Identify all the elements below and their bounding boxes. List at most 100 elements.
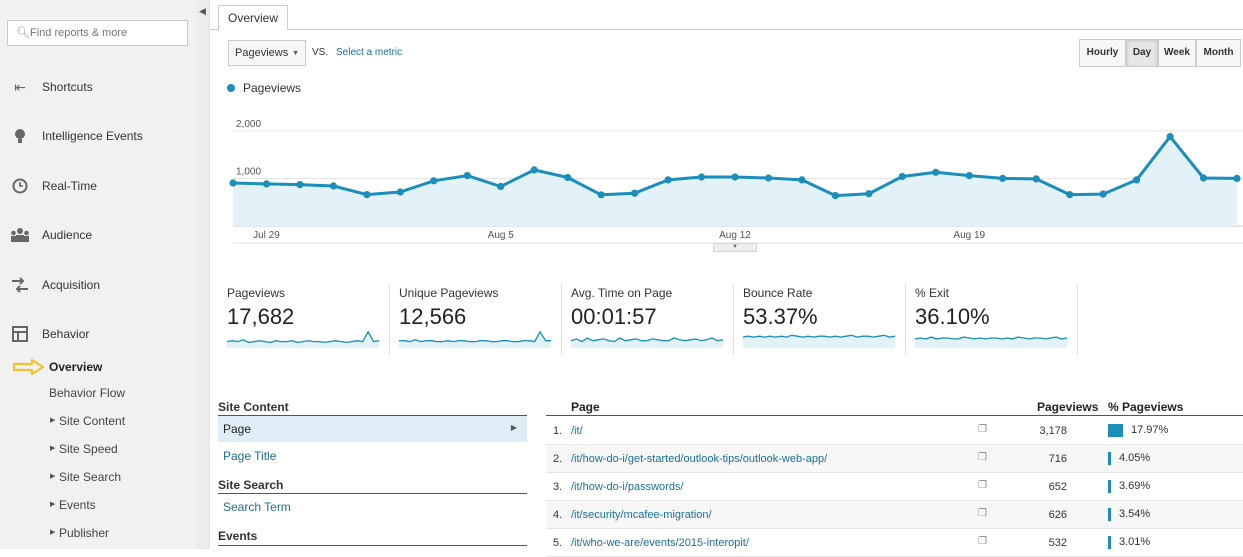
chart-expand-handle[interactable]: ▼ [713,243,757,252]
data-point [597,191,605,199]
scorecard-label: Unique Pageviews [399,286,499,300]
data-point [1166,133,1174,141]
search-box[interactable]: 🔍︎ [7,20,188,46]
dimension-label: Page [223,422,252,436]
expand-triangle-icon: ▶ [50,529,56,536]
nav-shortcuts[interactable]: ⇤ Shortcuts [0,70,196,104]
sparkline-line [399,330,551,343]
sidebar: 🔍︎ ⇤ Shortcuts Intelligence Events Real-… [0,0,196,549]
page-link[interactable]: /it/ [571,425,583,437]
col-pct-pageviews: % Pageviews [1108,400,1184,414]
expand-triangle-icon: ▶ [50,501,56,508]
sparkline-area [399,331,551,348]
pct-value: 3.01% [1119,536,1151,548]
tab-overview[interactable]: Overview [218,5,288,31]
clock-icon [10,178,30,194]
sparkline-area [915,337,1067,348]
chevron-down-icon: ▼ [292,50,299,57]
page-link[interactable]: /it/security/mcafee-migration/ [571,509,712,521]
sub-label: Overview [49,360,103,374]
search-icon: 🔍︎ [16,27,30,39]
nav-label: Intelligence Events [42,129,143,143]
granularity-day[interactable]: Day [1126,39,1158,67]
external-link-icon[interactable]: ❐ [978,424,987,435]
external-link-icon[interactable]: ❐ [978,452,987,463]
sidebar-collapse-handle[interactable]: ◀ [196,0,210,549]
sub-behavior-flow[interactable]: Behavior Flow [0,382,196,404]
dimension-search-term[interactable]: Search Term [218,494,527,520]
scorecard-label: Pageviews [227,286,286,300]
sparkline-line [571,337,724,343]
tab-bar: Overview [210,0,1243,31]
chevron-right-icon: ▶ [510,423,517,432]
metric-select-value: Pageviews [235,47,289,59]
pct-value: 4.05% [1119,452,1151,464]
data-point [497,182,505,191]
sub-publisher[interactable]: ▶ Publisher [0,522,196,544]
sub-site-speed[interactable]: ▶ Site Speed [0,438,196,460]
sub-overview[interactable]: Overview [0,356,196,378]
nav-behavior[interactable]: Behavior [0,317,196,351]
dimension-page-title[interactable]: Page Title [218,443,527,469]
granularity-month[interactable]: Month [1196,39,1241,67]
sub-label: Behavior Flow [49,386,126,400]
scorecard-avg-time[interactable]: Avg. Time on Page 00:01:57 [571,284,727,356]
sparkline [227,330,380,348]
page-link[interactable]: /it/who-we-are/events/2015-interopit/ [571,537,749,549]
dimension-heading-site-search: Site Search [218,478,284,492]
expand-triangle-icon: ▶ [50,445,56,452]
nav-intelligence-events[interactable]: Intelligence Events [0,119,196,153]
dimension-heading-site-content: Site Content [218,400,289,414]
search-input[interactable] [30,24,180,42]
nav-label: Shortcuts [42,80,93,94]
sub-site-search[interactable]: ▶ Site Search [0,466,196,488]
sparkline [915,336,1068,348]
x-tick-label: Jul 29 [253,230,280,241]
data-point [1133,176,1141,184]
data-point [631,189,639,197]
data-point [363,191,371,199]
external-link-icon[interactable]: ❐ [978,536,987,547]
scorecard-value: 36.10% [915,304,990,329]
divider [389,284,390,354]
sub-events[interactable]: ▶ Events [0,494,196,516]
divider [905,284,906,354]
scorecard-bounce-rate[interactable]: Bounce Rate 53.37% [743,284,899,356]
col-page: Page [571,400,600,414]
select-metric-link[interactable]: Select a metric [336,47,403,58]
page-link[interactable]: /it/how-do-i/passwords/ [571,481,684,493]
granularity-week[interactable]: Week [1158,39,1196,67]
pct-bar [1108,508,1111,521]
granularity-hourly[interactable]: Hourly [1079,39,1126,67]
sub-site-content[interactable]: ▶ Site Content [0,410,196,432]
scorecard-pageviews[interactable]: Pageviews 17,682 [227,284,383,356]
data-point [430,177,438,185]
page-link[interactable]: /it/how-do-i/get-started/outlook-tips/ou… [571,453,828,465]
scorecard-unique-pageviews[interactable]: Unique Pageviews 12,566 [399,284,555,356]
data-point [530,166,538,174]
nav-acquisition[interactable]: Acquisition [0,268,196,302]
data-point [1099,190,1107,198]
sparkline [399,330,551,348]
main-content: Overview Pageviews ▼ VS. Select a metric… [210,0,1243,557]
vs-label: VS. [312,47,329,58]
nav-audience[interactable]: Audience [0,218,196,252]
dimension-page[interactable]: Page ▶ [218,416,527,442]
nav-label: Real-Time [42,179,97,193]
metric-select[interactable]: Pageviews ▼ [228,40,306,66]
data-point [664,176,672,184]
pageviews-value: 532 [1048,537,1067,549]
external-link-icon[interactable]: ❐ [978,508,987,519]
col-pageviews: Pageviews [1037,400,1099,414]
pct-bar [1108,452,1111,465]
sub-label: Site Search [59,470,122,484]
external-link-icon[interactable]: ❐ [978,480,987,491]
row-index: 2. [553,453,563,465]
data-point [965,172,973,180]
scorecard-exit[interactable]: % Exit 36.10% [915,284,1071,356]
nav-real-time[interactable]: Real-Time [0,169,196,203]
pageviews-value: 716 [1048,453,1067,465]
table-row: 3. /it/how-do-i/passwords/ ❐ 652 3.69% [546,473,1243,501]
divider [218,415,527,416]
data-point [932,168,940,176]
